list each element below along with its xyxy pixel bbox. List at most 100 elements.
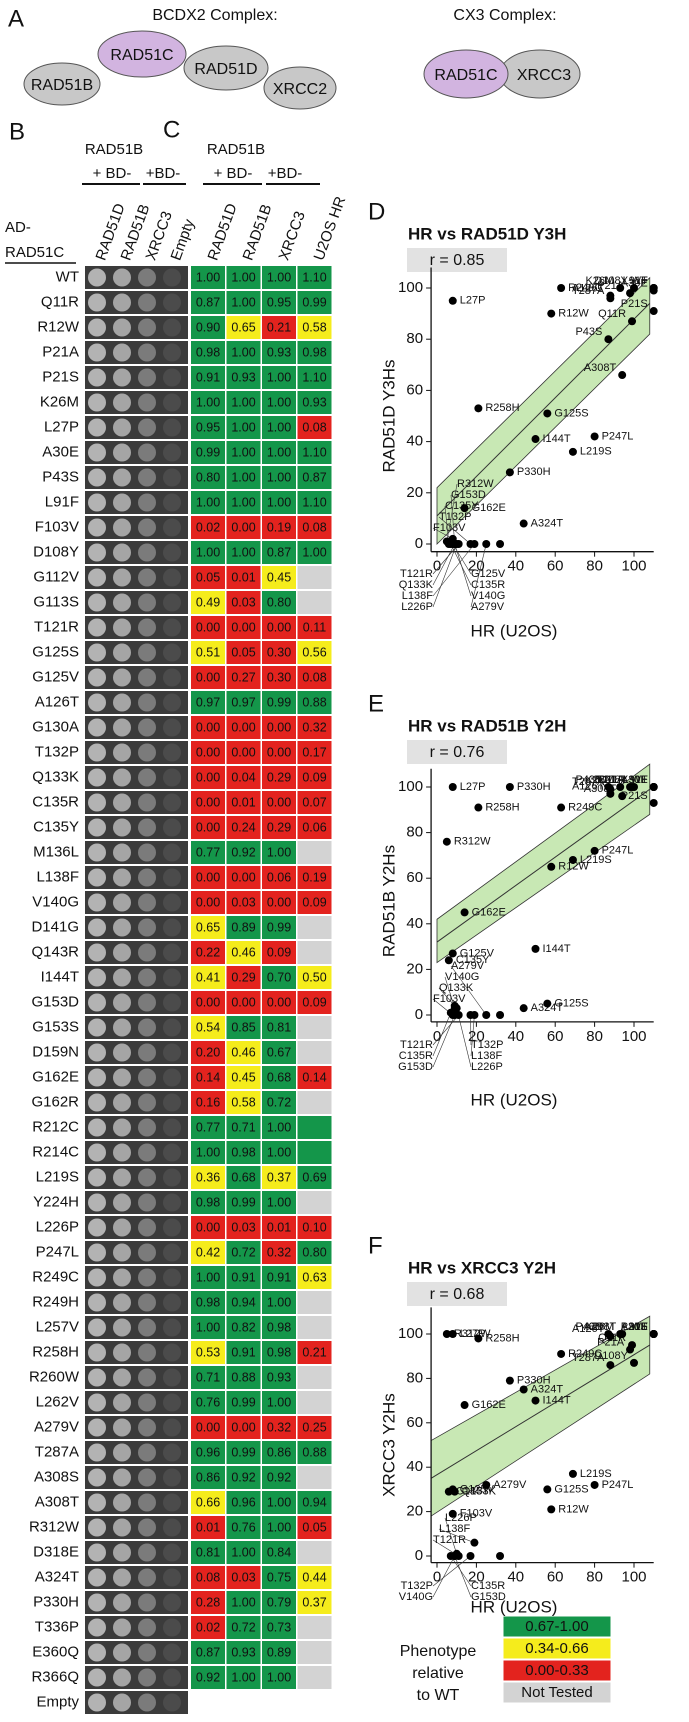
row-label: I144T xyxy=(41,968,79,985)
point-label: L219S xyxy=(580,1468,612,1480)
gel-spot xyxy=(138,1643,156,1662)
point-label: P21S xyxy=(621,1321,648,1333)
gel-spot xyxy=(163,1293,181,1312)
point xyxy=(604,335,613,344)
gel-spot xyxy=(138,1368,156,1387)
cell-value: 0.80 xyxy=(267,595,291,609)
gel-strip xyxy=(85,1641,188,1664)
heatmap-cell xyxy=(262,541,296,564)
cell-value: 0.88 xyxy=(302,1445,326,1459)
cell-value: 0.00 xyxy=(196,995,220,1009)
gel-spot xyxy=(138,368,156,387)
y-tick-label: 20 xyxy=(406,1503,423,1520)
cell-value: 0.28 xyxy=(196,1595,220,1609)
gel-spot xyxy=(163,518,181,537)
point xyxy=(630,284,638,292)
cell-value: 0.98 xyxy=(231,1145,255,1159)
gel-spot xyxy=(163,343,181,362)
heatmap-cell xyxy=(297,1141,332,1164)
point-label: G162E xyxy=(472,906,506,918)
point xyxy=(450,1487,459,1496)
heatmap-cell xyxy=(262,491,296,514)
heatmap-cell xyxy=(297,666,332,689)
gel-spot xyxy=(113,368,131,387)
gel-spot xyxy=(163,1568,181,1587)
gel-spot xyxy=(138,393,156,412)
legend-label: 0.00-0.33 xyxy=(525,1662,588,1679)
leader-line xyxy=(470,1014,475,1057)
gel-spot xyxy=(163,293,181,312)
heatmap-cell xyxy=(297,716,332,739)
gel-spot xyxy=(88,1418,106,1437)
gel-spot xyxy=(138,1168,156,1187)
heatmap-cell xyxy=(191,641,225,664)
point xyxy=(442,1330,451,1338)
cell-value: 0.46 xyxy=(231,945,255,959)
gel-spot xyxy=(88,593,106,612)
point xyxy=(543,409,552,418)
cell-value: 0.45 xyxy=(267,570,291,584)
gel-spot xyxy=(163,943,181,962)
gel-spot xyxy=(138,943,156,962)
point-label: L219S xyxy=(580,854,612,866)
heatmap-cell xyxy=(191,1041,225,1064)
heatmap-cell xyxy=(262,366,296,389)
cell-value: 0.29 xyxy=(267,770,291,784)
gel-strip xyxy=(85,841,188,864)
gel-spot xyxy=(138,968,156,987)
point-label: L91F xyxy=(623,275,648,287)
row-label: A308T xyxy=(35,1493,79,1510)
gel-spot xyxy=(163,1043,181,1062)
leader-line xyxy=(470,543,487,608)
legend-title: to WT xyxy=(417,1687,460,1704)
panel-letter: E xyxy=(368,690,384,717)
heatmap-cell xyxy=(226,541,261,564)
gel-spot xyxy=(88,893,106,912)
prey-prefix: AD- xyxy=(5,219,31,236)
cell-value: 0.87 xyxy=(302,470,326,484)
gel-spot xyxy=(113,593,131,612)
heatmap-cell xyxy=(297,891,332,914)
point xyxy=(649,1330,658,1338)
cell-value: 1.00 xyxy=(267,1145,291,1159)
heatmap-cell xyxy=(297,1241,332,1264)
heatmap-cell xyxy=(191,816,225,839)
protein-label: XRCC2 xyxy=(273,81,327,98)
heatmap-cell xyxy=(226,916,261,939)
heatmap-cell xyxy=(297,1316,332,1339)
heatmap-cell xyxy=(262,1241,296,1264)
gel-spot xyxy=(163,1593,181,1612)
column-header: XRCC3 xyxy=(276,209,309,263)
gel-spot xyxy=(163,1068,181,1087)
x-tick-label: 60 xyxy=(547,558,564,575)
cell-value: 0.91 xyxy=(267,1270,291,1284)
cell-value: 0.01 xyxy=(267,1220,291,1234)
heatmap-cell xyxy=(262,741,296,764)
gel-spot xyxy=(163,1693,181,1712)
complex-title: BCDX2 Complex: xyxy=(152,7,277,24)
heatmap-cell xyxy=(226,1141,261,1164)
gel-strip xyxy=(85,1166,188,1189)
gel-spot xyxy=(88,743,106,762)
annotation: r = 0.68 xyxy=(430,1286,485,1303)
heatmap-cell xyxy=(297,691,332,714)
heatmap-cell xyxy=(226,341,261,364)
gel-spot xyxy=(113,943,131,962)
heatmap-cell xyxy=(226,991,261,1014)
heatmap-cell xyxy=(262,1666,296,1689)
gel-spot xyxy=(88,418,106,437)
cell-value: 0.95 xyxy=(267,295,291,309)
gel-spot xyxy=(88,918,106,937)
y-tick-label: 60 xyxy=(406,869,423,886)
point-label: G162E xyxy=(472,502,506,514)
cell-value: 0.91 xyxy=(231,1270,255,1284)
heatmap-cell xyxy=(262,1341,296,1364)
point-label: G125S xyxy=(554,407,588,419)
point xyxy=(448,783,457,791)
heatmap-cell xyxy=(191,1216,225,1239)
gel-spot xyxy=(138,1343,156,1362)
heatmap-cell xyxy=(297,316,332,339)
cell-value: 0.32 xyxy=(302,720,326,734)
point-label: A324T xyxy=(531,1002,564,1014)
gel-spot xyxy=(138,1043,156,1062)
